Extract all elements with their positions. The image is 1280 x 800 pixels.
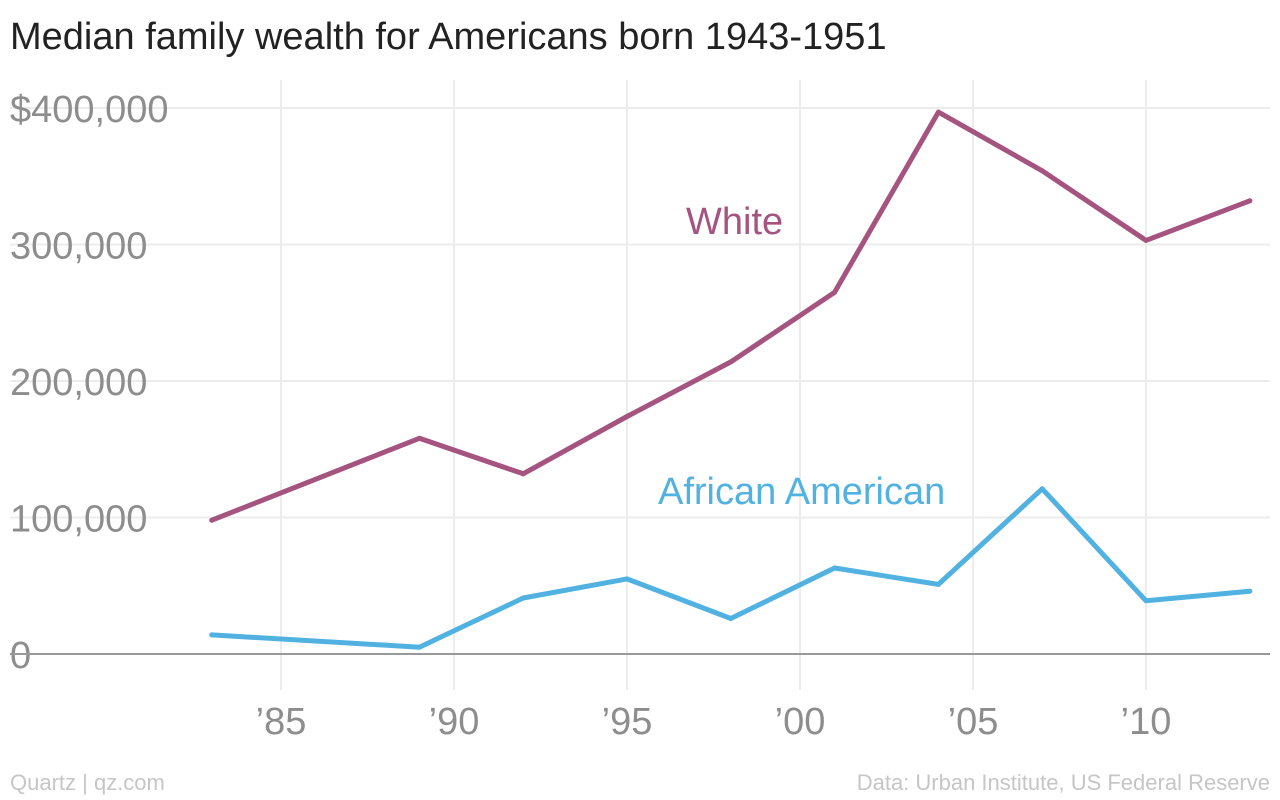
data-point — [832, 289, 838, 295]
grid-lines — [10, 80, 1270, 690]
series-label-african-american: African American — [658, 471, 945, 513]
data-point — [416, 435, 422, 441]
series-line-white — [209, 109, 1253, 523]
data-point — [1247, 588, 1253, 594]
x-tick-label: ’00 — [775, 701, 826, 743]
y-tick-label: 200,000 — [10, 362, 147, 404]
y-axis-ticks: 0 100,000 200,000 300,000 $400,000 — [10, 89, 169, 677]
data-point — [1143, 237, 1149, 243]
data-point — [728, 359, 734, 365]
data-point — [935, 109, 941, 115]
data-point — [1039, 486, 1045, 492]
footer-data-source: Data: Urban Institute, US Federal Reserv… — [856, 770, 1270, 795]
data-point — [209, 517, 215, 523]
series-line-african-american — [209, 486, 1253, 650]
series-lines — [209, 109, 1253, 650]
data-point — [1039, 168, 1045, 174]
y-tick-label: 0 — [10, 635, 31, 677]
data-point — [728, 616, 734, 622]
data-point — [832, 565, 838, 571]
data-point — [520, 471, 526, 477]
y-tick-label: $400,000 — [10, 89, 169, 131]
data-point — [624, 576, 630, 582]
x-tick-label: ’85 — [256, 701, 307, 743]
chart-title: Median family wealth for Americans born … — [10, 16, 887, 58]
x-tick-label: ’10 — [1121, 701, 1172, 743]
data-point — [624, 413, 630, 419]
y-tick-label: 100,000 — [10, 499, 147, 541]
data-point — [935, 581, 941, 587]
series-label-white: White — [686, 201, 783, 243]
data-point — [1143, 598, 1149, 604]
data-point — [520, 595, 526, 601]
y-tick-label: 300,000 — [10, 226, 147, 268]
x-tick-label: ’05 — [948, 701, 999, 743]
data-point — [416, 644, 422, 650]
x-axis-ticks: ’85 ’90 ’95 ’00 ’05 ’10 — [256, 701, 1172, 743]
x-tick-label: ’90 — [429, 701, 480, 743]
x-tick-label: ’95 — [602, 701, 653, 743]
footer-source-brand: Quartz | qz.com — [10, 770, 165, 795]
data-point — [209, 632, 215, 638]
data-point — [1247, 198, 1253, 204]
